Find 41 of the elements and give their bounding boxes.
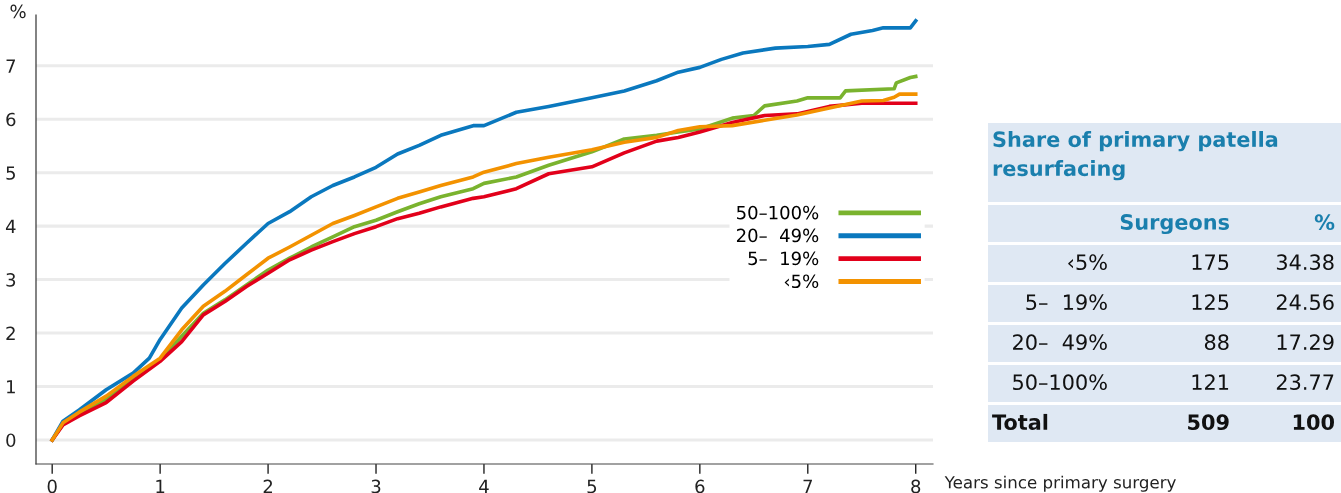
data-label: 121: [1192, 374, 1229, 390]
x-tick-label: 3: [371, 479, 381, 493]
y-tick-label: 4: [5, 219, 16, 233]
series-label: Surgeons: [1120, 214, 1230, 235]
category-label: Total: [992, 413, 1048, 431]
category-label: 20– 49%: [1013, 334, 1107, 351]
x-tick-label: 1: [156, 479, 165, 493]
x-tick-label: 7: [803, 479, 812, 493]
y-tick-label: 6: [6, 112, 16, 127]
data-label: 509: [1188, 414, 1229, 431]
data-label: 175: [1192, 254, 1229, 271]
y-tick-label: 0: [6, 433, 16, 448]
category-label: 5– 19%: [1026, 294, 1107, 311]
category-label: 50–100%: [1013, 374, 1107, 391]
x-tick-label: 4: [479, 479, 489, 493]
legend-label: ‹5%: [784, 274, 819, 289]
y-axis-title: %: [10, 4, 26, 19]
x-tick-label: 2: [263, 479, 273, 493]
x-tick-label: 5: [587, 479, 597, 493]
x-tick-label: 8: [911, 479, 921, 493]
y-tick-label: 5: [6, 166, 15, 180]
x-tick-label: 6: [695, 479, 705, 493]
data-label: 100: [1293, 414, 1334, 431]
y-tick-label: 2: [6, 326, 15, 340]
y-tick-label: 3: [6, 273, 16, 287]
y-tick-label: 7: [6, 59, 16, 73]
y-tick-label: 1: [7, 380, 15, 394]
data-label: 88: [1204, 334, 1229, 351]
x-tick-label: 0: [47, 479, 57, 493]
data-label: 125: [1192, 294, 1229, 311]
data-label: 24.56: [1276, 294, 1334, 311]
x-axis-title: Years since primary surgery: [944, 475, 1176, 492]
legend-label: 20– 49%: [736, 228, 819, 243]
data-label: 23.77: [1276, 374, 1334, 391]
legend-label: 50–100%: [737, 205, 819, 220]
category-label: ‹5%: [1068, 254, 1107, 271]
data-label: 17.29: [1277, 334, 1334, 351]
legend-label: 5– 19%: [748, 251, 819, 266]
text: %: [1314, 214, 1335, 231]
text: Share of primary patella resurfacing: [993, 131, 1278, 181]
data-label: 34.38: [1276, 254, 1334, 271]
